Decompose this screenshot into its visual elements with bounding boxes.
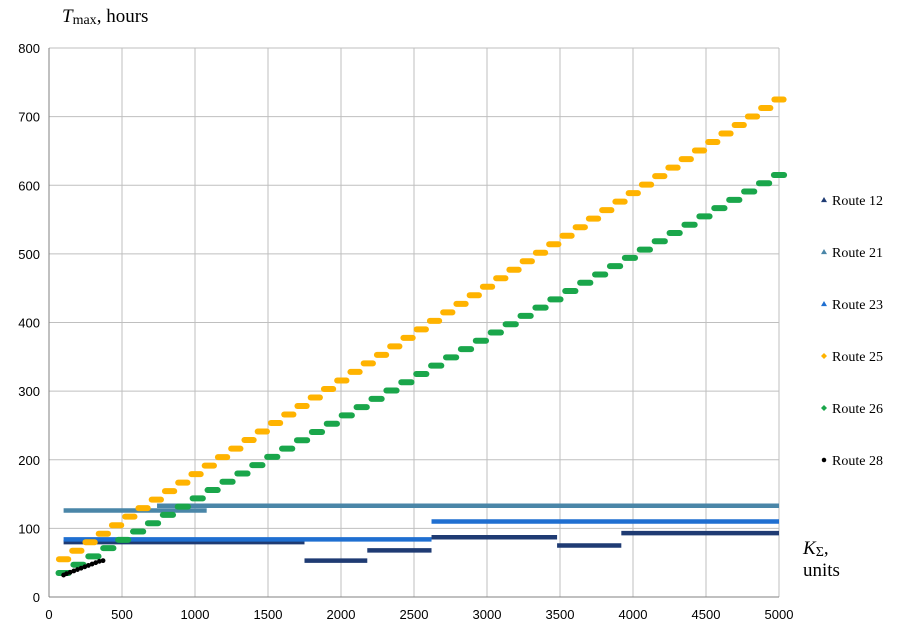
data-point (821, 457, 827, 463)
y-axis-subscript: max (72, 13, 97, 28)
series-route-25 (55, 96, 787, 563)
x-tick-label: 2000 (327, 607, 356, 622)
x-axis-units: units (803, 559, 840, 581)
x-axis-ticks: 0 500 1000 1500 2000 2500 3000 3500 4000 4500 5000 (45, 607, 793, 622)
data-point (67, 569, 73, 575)
series-route-26 (55, 171, 788, 576)
data-point (821, 197, 827, 203)
data-point (78, 565, 84, 571)
legend: Route 12 Route 21 Route 23 Route 25 Route 26… (821, 194, 883, 469)
x-axis-title: KΣ, units (803, 538, 840, 582)
x-tick-label: 3000 (473, 607, 502, 622)
legend-item: Route 26 (821, 402, 883, 417)
legend-item: Route 12 (821, 194, 883, 209)
y-tick-label: 800 (18, 41, 40, 56)
series-route-23 (63, 519, 779, 542)
x-tick-label: 500 (111, 607, 133, 622)
legend-label: Route 21 (832, 246, 883, 261)
y-tick-label: 400 (18, 316, 40, 331)
legend-label: Route 26 (832, 402, 883, 417)
y-tick-label: 0 (33, 590, 40, 605)
series-route-21 (63, 503, 779, 513)
x-tick-label: 2500 (400, 607, 429, 622)
data-point (64, 571, 69, 577)
legend-label: Route 25 (832, 350, 883, 365)
data-point (89, 561, 95, 567)
data-point (96, 558, 102, 564)
legend-item: Route 28 (821, 454, 883, 469)
x-tick-label: 1500 (254, 607, 283, 622)
y-tick-label: 100 (18, 521, 40, 536)
y-tick-label: 600 (18, 178, 40, 193)
data-point (100, 558, 106, 564)
y-tick-label: 500 (18, 247, 40, 262)
data-point (821, 353, 827, 359)
series-route-12 (63, 530, 779, 563)
x-axis-suffix: , (823, 538, 829, 559)
legend-item: Route 23 (821, 298, 883, 313)
legend-item: Route 25 (821, 350, 883, 365)
data-point (86, 563, 91, 568)
data-point (71, 568, 77, 574)
y-axis-symbol: T (62, 6, 73, 27)
x-tick-label: 3500 (546, 607, 575, 622)
plot-area (55, 96, 788, 578)
y-tick-label: 200 (18, 453, 40, 468)
y-axis-title: Tmax, hours (62, 6, 148, 28)
x-tick-label: 1000 (181, 607, 210, 622)
data-point (75, 567, 80, 572)
y-tick-label: 700 (18, 110, 40, 125)
y-axis-ticks: 0 100 200 300 400 500 600 700 800 (18, 41, 40, 605)
data-point (82, 564, 88, 570)
x-tick-label: 0 (45, 607, 52, 622)
legend-label: Route 23 (832, 298, 883, 313)
legend-label: Route 12 (832, 194, 883, 209)
legend-label: Route 28 (832, 454, 883, 469)
x-axis-subscript: Σ (815, 545, 824, 560)
data-point (93, 560, 99, 566)
data-point (821, 301, 827, 307)
x-axis-symbol: K (803, 538, 816, 559)
data-point (821, 405, 827, 411)
y-axis-suffix: , hours (96, 6, 149, 27)
legend-item: Route 21 (821, 246, 883, 261)
grid-lines (48, 47, 780, 598)
series-route-28 (61, 558, 106, 578)
data-point (821, 249, 827, 255)
x-tick-label: 4500 (692, 607, 721, 622)
x-tick-label: 4000 (619, 607, 648, 622)
x-tick-label: 5000 (765, 607, 794, 622)
y-tick-label: 300 (18, 384, 40, 399)
